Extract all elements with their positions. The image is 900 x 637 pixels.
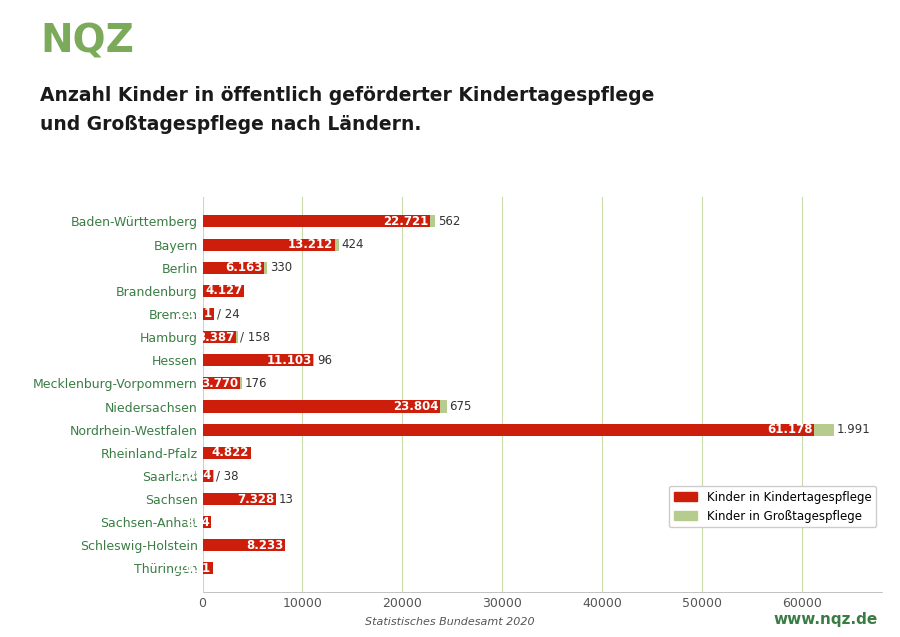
Bar: [202, 238, 335, 250]
Bar: [335, 238, 338, 250]
Text: Statistisches Bundesamt 2020: Statistisches Bundesamt 2020: [365, 617, 535, 627]
Bar: [202, 308, 214, 320]
Text: 11.103: 11.103: [266, 354, 312, 367]
Text: 3.770: 3.770: [202, 377, 238, 390]
Text: 675: 675: [450, 400, 472, 413]
Text: 96: 96: [317, 354, 332, 367]
Text: 854: 854: [184, 516, 210, 529]
Text: / 38: / 38: [216, 469, 239, 482]
Bar: [237, 331, 238, 343]
Bar: [202, 215, 429, 227]
Bar: [440, 401, 447, 413]
Text: 13.212: 13.212: [288, 238, 333, 251]
Bar: [202, 262, 264, 274]
Text: 176: 176: [245, 377, 267, 390]
Bar: [202, 493, 275, 505]
Text: 23.804: 23.804: [393, 400, 439, 413]
Text: NQZ: NQZ: [40, 22, 134, 61]
Text: 1.031: 1.031: [175, 562, 211, 575]
Bar: [202, 424, 814, 436]
Bar: [202, 562, 212, 575]
Bar: [202, 470, 213, 482]
Text: 61.178: 61.178: [767, 423, 813, 436]
Text: 4.127: 4.127: [205, 284, 242, 297]
Text: 1.171: 1.171: [176, 308, 212, 320]
Text: und Großtagespflege nach Ländern.: und Großtagespflege nach Ländern.: [40, 115, 422, 134]
Bar: [429, 215, 436, 227]
Bar: [240, 377, 242, 389]
Text: Anzahl Kinder in öffentlich geförderter Kindertagespflege: Anzahl Kinder in öffentlich geförderter …: [40, 86, 655, 105]
Bar: [313, 354, 314, 366]
Text: www.nqz.de: www.nqz.de: [773, 612, 878, 627]
Bar: [202, 447, 251, 459]
Text: 424: 424: [341, 238, 364, 251]
Text: 3.387: 3.387: [198, 331, 235, 343]
Bar: [202, 516, 211, 528]
Bar: [264, 262, 267, 274]
Text: 4.822: 4.822: [212, 447, 249, 459]
Text: 8.233: 8.233: [246, 539, 284, 552]
Text: 562: 562: [437, 215, 460, 228]
Text: 330: 330: [270, 261, 292, 274]
Bar: [202, 354, 313, 366]
Text: 7.328: 7.328: [237, 492, 274, 506]
Bar: [202, 540, 284, 552]
Bar: [202, 331, 237, 343]
Text: 13: 13: [278, 492, 293, 506]
Text: 6.163: 6.163: [225, 261, 263, 274]
Bar: [202, 377, 240, 389]
Text: 1.084: 1.084: [175, 469, 211, 482]
Bar: [814, 424, 833, 436]
Text: 1.991: 1.991: [836, 423, 870, 436]
Text: / 158: / 158: [240, 331, 270, 343]
Bar: [202, 285, 244, 297]
Bar: [202, 401, 440, 413]
Text: 22.721: 22.721: [382, 215, 428, 228]
Legend: Kinder in Kindertagespflege, Kinder in Großtagespflege: Kinder in Kindertagespflege, Kinder in G…: [669, 486, 876, 527]
Text: / 24: / 24: [217, 308, 239, 320]
